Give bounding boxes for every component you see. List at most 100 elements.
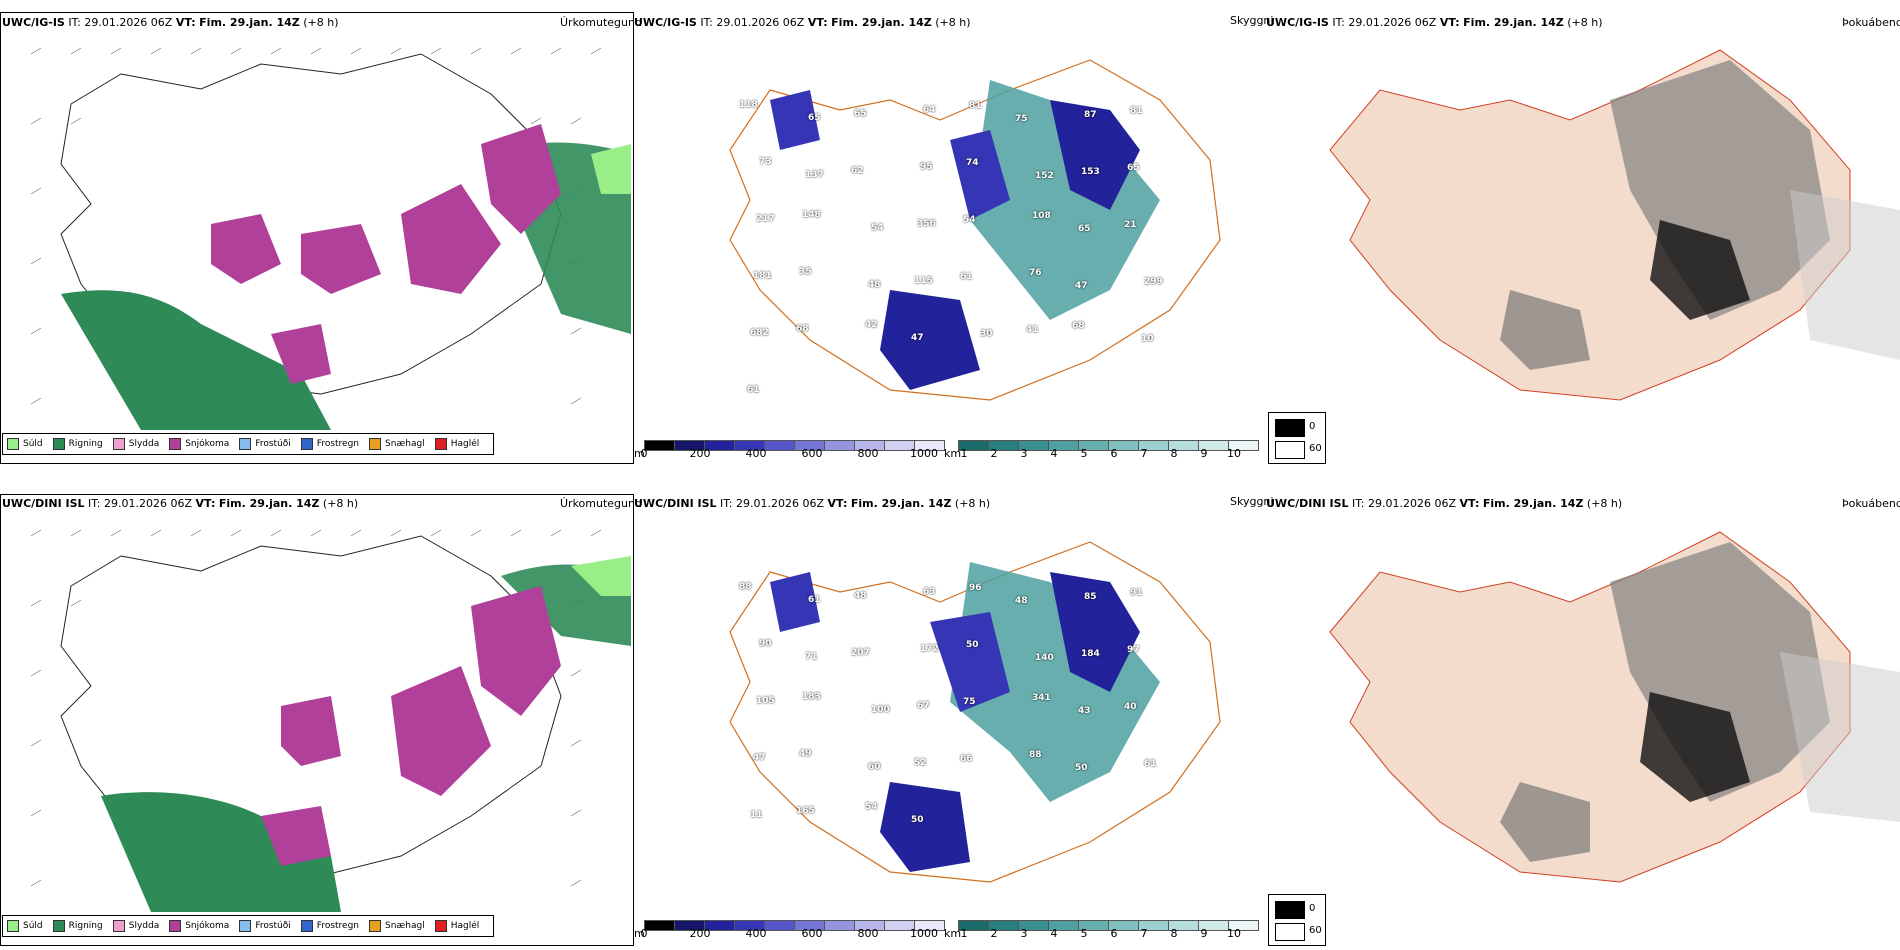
ceiling-value-label: 88	[739, 582, 752, 592]
colorbar-segment	[1229, 920, 1259, 931]
colorbar-tick-label: 6	[1110, 447, 1118, 460]
precip-legend-top: Súld Rigning Slydda Snjókoma Frostúði Fr…	[2, 433, 495, 455]
colorbar-segment	[989, 440, 1019, 451]
colorbar-tick-label: 600	[801, 927, 823, 940]
precip-map-top	[1, 34, 631, 430]
ceiling-value-label: 299	[1144, 277, 1163, 287]
ceiling-ticks-bottom: 0 200 400 600 800 1000	[641, 927, 944, 941]
ceiling-value-label: 21	[1124, 220, 1137, 230]
ceiling-value-label: 54	[865, 802, 878, 812]
colorbar-segment	[705, 920, 735, 931]
ceiling-value-label: 35	[799, 267, 812, 277]
ceiling-value-label: 48	[1015, 596, 1028, 606]
colorbar-tick-label: 800	[857, 447, 879, 460]
ceiling-value-label: 115	[914, 276, 933, 286]
fog-map-bottom	[1329, 531, 1900, 883]
legend-item: Súld	[7, 438, 43, 450]
visibility-unit-top: km	[944, 447, 962, 460]
ceiling-value-label: 10	[1141, 334, 1154, 344]
ceiling-value-label: 81	[969, 101, 982, 111]
colorbar-segment	[1229, 440, 1259, 451]
ceiling-value-label: 62	[851, 166, 864, 176]
colorbar-tick-label: 2	[990, 447, 998, 460]
ceiling-value-label: 96	[969, 583, 982, 593]
colorbar-segment	[1139, 920, 1169, 931]
colorbar-tick-label: 0	[640, 447, 648, 460]
colorbar-tick-label: 3	[1020, 447, 1028, 460]
colorbar-segment	[1079, 440, 1109, 451]
ceiling-value-label: 140	[1035, 653, 1054, 663]
colorbar-segment	[1109, 440, 1139, 451]
ceiling-value-label: 341	[1032, 693, 1051, 703]
ceiling-value-label: 75	[1015, 114, 1028, 124]
ceiling-value-label: 54	[963, 215, 976, 225]
colorbar-segment	[675, 440, 705, 451]
ceiling-value-label: 61	[1144, 759, 1157, 769]
colorbar-segment	[675, 920, 705, 931]
colorbar-segment	[1199, 440, 1229, 451]
ceiling-value-label: 50	[1075, 763, 1088, 773]
colorbar-segment	[1049, 440, 1079, 451]
ceiling-value-label: 85	[1084, 592, 1097, 602]
colorbar-segment	[1139, 440, 1169, 451]
ceiling-value-label: 100	[871, 705, 890, 715]
ceiling-value-label: 88	[1029, 750, 1042, 760]
colorbar-segment	[958, 920, 989, 931]
panel-title-precip-bottom: Úrkomutegund	[560, 497, 642, 510]
ceiling-value-label: 73	[759, 157, 772, 167]
panel-title-precip-top: Úrkomutegund	[560, 16, 642, 29]
ceiling-value-label: 54	[871, 223, 884, 233]
ceiling-value-label: 75	[963, 697, 976, 707]
ceiling-value-label: 172	[920, 644, 939, 654]
legend-item: Frostúði	[239, 438, 291, 450]
ceiling-value-label: 67	[917, 701, 930, 711]
ceiling-value-label: 60	[868, 762, 881, 772]
visibility-colorbar-top	[958, 440, 1259, 451]
ceiling-value-label: 165	[796, 806, 815, 816]
colorbar-tick-label: 1000	[910, 447, 938, 460]
ceiling-value-label: 356	[917, 219, 936, 229]
colorbar-segment	[735, 920, 765, 931]
legend-item: Haglél	[434, 920, 479, 932]
legend-item: Frostregn	[300, 920, 359, 932]
colorbar-segment	[915, 440, 945, 451]
colorbar-tick-label: 9	[1200, 447, 1208, 460]
ceiling-value-label: 97	[1127, 645, 1140, 655]
colorbar-segment	[644, 440, 675, 451]
colorbar-segment	[855, 440, 885, 451]
fog-legend-bottom: 0 60	[1268, 894, 1326, 946]
ceiling-value-label: 52	[914, 758, 927, 768]
legend-item: Haglél	[434, 438, 479, 450]
ceiling-value-label: 181	[753, 271, 772, 281]
panel-title-visibility-bottom: Skyggni	[1230, 495, 1274, 508]
fog-map-top	[1329, 49, 1900, 401]
header-visibility-bottom: UWC/DINI ISL IT: 29.01.2026 06Z VT: Fim.…	[634, 497, 991, 510]
colorbar-tick-label: 8	[1170, 927, 1178, 940]
precip-panel-frame-bottom	[0, 494, 634, 946]
colorbar-tick-label: 3	[1020, 927, 1028, 940]
legend-item: Frostúði	[239, 920, 291, 932]
legend-item: Slydda	[112, 920, 159, 932]
ceiling-value-label: 74	[966, 158, 979, 168]
ceiling-value-label: 64	[923, 105, 936, 115]
colorbar-tick-label: 2	[990, 927, 998, 940]
colorbar-tick-label: 4	[1050, 447, 1058, 460]
ceiling-value-label: 118	[739, 100, 758, 110]
precip-map-bottom	[1, 516, 631, 912]
colorbar-segment	[885, 440, 915, 451]
ceiling-value-label: 48	[854, 591, 867, 601]
ceiling-value-label: 40	[1124, 702, 1137, 712]
colorbar-tick-label: 800	[857, 927, 879, 940]
ceiling-value-label: 91	[1130, 588, 1143, 598]
ceiling-value-label: 65	[1078, 224, 1091, 234]
header-fog-bottom: UWC/DINI ISL IT: 29.01.2026 06Z VT: Fim.…	[1266, 497, 1623, 510]
colorbar-segment	[885, 920, 915, 931]
ceiling-unit-top: m	[634, 447, 645, 460]
ceiling-unit-bottom: m	[634, 927, 645, 940]
colorbar-segment	[1169, 920, 1199, 931]
visibility-colorbar-bottom	[958, 920, 1259, 931]
colorbar-tick-label: 8	[1170, 447, 1178, 460]
ceiling-value-label: 43	[1078, 706, 1091, 716]
ceiling-value-label: 41	[1026, 325, 1039, 335]
colorbar-tick-label: 400	[745, 447, 767, 460]
